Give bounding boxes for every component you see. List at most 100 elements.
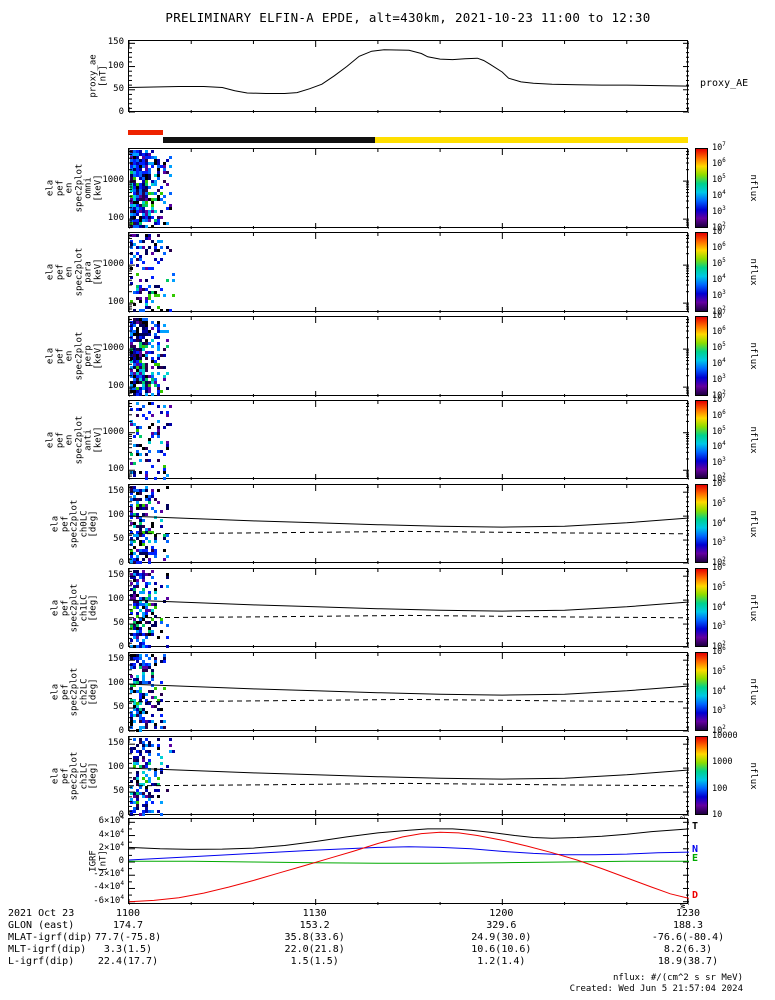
colorbar-tick-label: 107: [712, 142, 726, 153]
series-label-T: T: [692, 820, 699, 832]
proxy-ae-canvas: [129, 41, 689, 113]
red-segment: [128, 130, 163, 135]
panel-ch1LC: [128, 568, 689, 648]
bottom-cell-l: 1.5(1.5): [290, 956, 339, 967]
colorbar-tick-label: 1000: [712, 757, 733, 768]
axis-title-en-para: ela pef en spec2plot para [keV]: [46, 248, 104, 297]
y-tick-label: 100: [107, 762, 124, 773]
axis-title-line: [deg]: [88, 593, 99, 622]
y-tick-label: 4×104: [98, 827, 124, 840]
colorbar-axis-label: nflux: [748, 761, 758, 790]
axis-title-en-anti: ela pef en spec2plot anti [keV]: [46, 415, 104, 464]
axis-title-en-omni: ela pef en spec2plot omni [keV]: [46, 164, 104, 213]
y-tick-label: 6×104: [98, 814, 124, 827]
bottom-cell-mlat: 35.8(33.6): [284, 932, 345, 943]
ch2LC-colorbar: [695, 652, 708, 731]
colorbar-tick-label: 103: [712, 206, 726, 217]
axis-title-ch2LC: ela pef spec2plot ch2LC [deg]: [50, 667, 99, 716]
series-label-E: E: [692, 853, 699, 865]
colorbar-tick-label: 102: [712, 557, 726, 568]
en-omni-canvas: [129, 149, 689, 229]
colorbar-axis-label: nflux: [748, 342, 758, 370]
axis-title-line: [keV]: [93, 342, 103, 370]
igrf-canvas: [129, 819, 689, 905]
y-tick-label: 50: [113, 786, 124, 797]
panel-igrf: [128, 818, 689, 905]
colorbar-tick-label: 105: [712, 174, 726, 185]
colorbar-tick-label: 107: [712, 310, 726, 321]
colorbar-tick-label: 102: [712, 222, 726, 233]
y-tick-label: 100: [107, 594, 124, 605]
y-tick-label: 0: [118, 107, 124, 117]
bottom-cell-mlt: 10.6(10.6): [471, 944, 532, 955]
y-tick-label: 100: [107, 213, 124, 224]
y-tick-label: 50: [113, 618, 124, 629]
colorbar-axis-label: nflux: [748, 593, 758, 622]
bottom-cell-time: 1230: [675, 908, 701, 919]
bottom-row-label: MLAT-igrf(dip): [8, 932, 93, 943]
ch1LC-colorbar: [695, 568, 708, 647]
panel-en-omni: [128, 148, 689, 229]
en-perp-canvas: [129, 317, 689, 397]
colorbar-axis-label: nflux: [748, 258, 758, 286]
axis-title-en-perp: ela pef en spec2plot perp [keV]: [46, 332, 104, 381]
axis-title-line: [keV]: [93, 174, 103, 202]
colorbar-tick-label: 106: [712, 158, 726, 169]
colorbar-tick-label: 106: [712, 409, 726, 421]
axis-title-igrf: IGRF [nT]: [89, 850, 109, 872]
y-tick-label: 0: [118, 856, 124, 866]
en-perp-colorbar: [695, 316, 708, 396]
axis-title-line: [deg]: [88, 677, 99, 706]
bottom-row-label: 2021 Oct 23: [8, 908, 75, 919]
y-tick-label: 1000: [102, 426, 124, 437]
colorbar-tick-label: 104: [712, 274, 726, 285]
colorbar-tick-label: 102: [712, 641, 726, 652]
y-tick-label: 150: [107, 37, 124, 48]
y-tick-label: 50: [113, 702, 124, 713]
series-label-N: N: [692, 844, 699, 856]
axis-title-line: [keV]: [93, 425, 103, 454]
en-para-canvas: [129, 233, 689, 313]
panel-en-perp: [128, 316, 689, 397]
y-tick-label: 0: [118, 558, 124, 568]
colorbar-tick-label: 105: [712, 665, 726, 677]
colorbar-tick-label: 106: [712, 326, 726, 337]
colorbar-axis-label: nflux: [748, 425, 758, 454]
bottom-cell-l: 18.9(38.7): [657, 956, 719, 967]
y-tick-label: 0: [118, 642, 124, 652]
colorbar-tick-label: 106: [712, 478, 726, 489]
colorbar-tick-label: 102: [712, 306, 726, 317]
bottom-cell-mlt: 8.2(6.3): [663, 944, 713, 955]
colorbar-tick-label: 10000: [712, 731, 738, 741]
bottom-cell-mlt: 22.0(21.8): [284, 944, 345, 955]
y-tick-label: 150: [107, 738, 124, 749]
ch3LC-canvas: [129, 737, 689, 816]
y-tick-label: 150: [107, 570, 124, 581]
colorbar-tick-label: 104: [712, 441, 726, 453]
axis-title-line: [nT]: [98, 850, 108, 872]
axis-title-ch0LC: ela pef spec2plot ch0LC [deg]: [50, 499, 99, 548]
colorbar-tick-label: 104: [712, 517, 726, 529]
y-tick-label: 50: [113, 534, 124, 545]
y-tick-label: 0: [118, 810, 124, 820]
y-tick-label: 0: [118, 726, 124, 736]
y-tick-label: 1000: [102, 175, 124, 186]
panel-ch0LC: [128, 484, 689, 564]
colorbar-tick-label: 10: [712, 810, 723, 820]
colorbar-tick-label: 106: [712, 562, 726, 573]
colorbar-tick-label: 102: [712, 390, 726, 401]
bottom-cell-glon: 174.7: [112, 920, 144, 931]
y-tick-label: -2×104: [93, 867, 124, 880]
bottom-cell-glon: 329.6: [486, 920, 517, 931]
bottom-row-label: GLON (east): [8, 920, 75, 931]
colorbar-tick-label: 106: [712, 646, 726, 657]
bottom-row-label: L-igrf(dip): [8, 956, 75, 967]
axis-title-proxy-ae: proxy_ae [nT]: [89, 54, 109, 97]
ch1LC-canvas: [129, 569, 689, 648]
ch0LC-colorbar: [695, 484, 708, 563]
panel-en-para: [128, 232, 689, 313]
colorbar-tick-label: 103: [712, 457, 726, 469]
axis-title-ch3LC: ela pef spec2plot ch3LC [deg]: [50, 751, 99, 800]
bottom-cell-l: 22.4(17.7): [97, 956, 159, 967]
colorbar-tick-label: 106: [712, 242, 726, 253]
